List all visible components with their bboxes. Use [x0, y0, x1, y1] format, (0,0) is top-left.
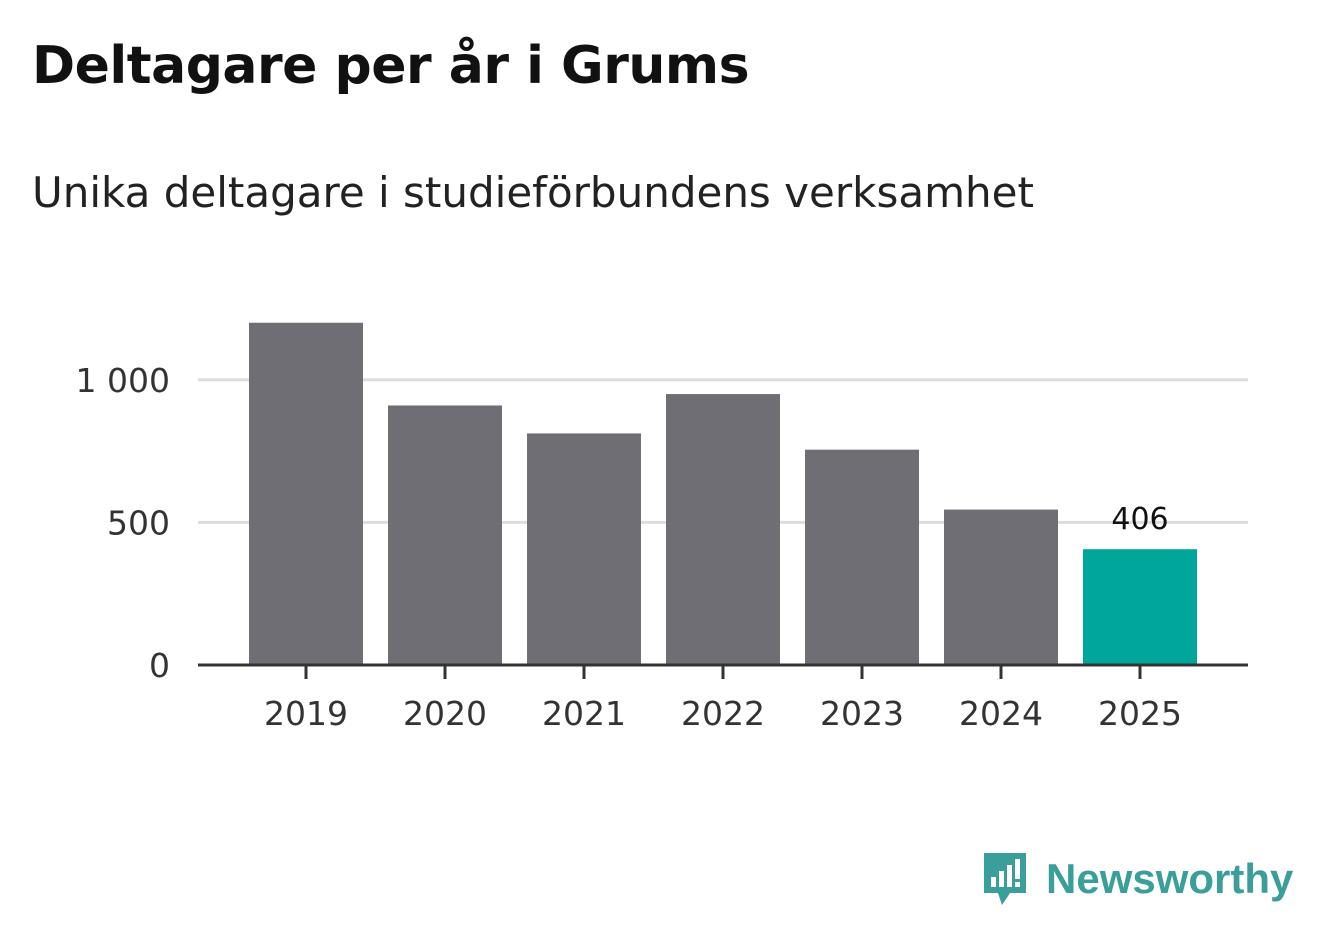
x-tick-label: 2020	[403, 694, 487, 733]
bar-2025	[1083, 549, 1197, 665]
x-tick-label: 2025	[1098, 694, 1182, 733]
x-tick-label: 2021	[542, 694, 626, 733]
newsworthy-brand[interactable]: Newsworthy	[980, 848, 1293, 910]
bar-chart: 0 500 1 000 2019 2020 2021 2022 2023 2024 2025 406	[76, 322, 1248, 733]
chart-title: Deltagare per år i Grums	[32, 36, 750, 96]
bar-2022	[666, 394, 780, 665]
x-tick-label: 2023	[820, 694, 904, 733]
bar-2019	[249, 322, 363, 665]
x-tick-label: 2019	[264, 694, 348, 733]
y-tick-label: 0	[149, 646, 170, 685]
bar-2024	[944, 509, 1058, 665]
chart-subtitle: Unika deltagare i studieförbundens verks…	[32, 168, 1034, 217]
bar-2023	[805, 449, 919, 665]
y-tick-label: 1 000	[76, 361, 170, 400]
data-label-2025: 406	[1111, 502, 1168, 537]
brand-name: Newsworthy	[1046, 855, 1294, 902]
x-tick-label: 2024	[959, 694, 1043, 733]
bar-2021	[527, 433, 641, 665]
bar-2020	[388, 405, 502, 665]
y-tick-label: 500	[107, 503, 170, 542]
newsworthy-logo-icon	[984, 853, 1026, 905]
x-tick-label: 2022	[681, 694, 765, 733]
